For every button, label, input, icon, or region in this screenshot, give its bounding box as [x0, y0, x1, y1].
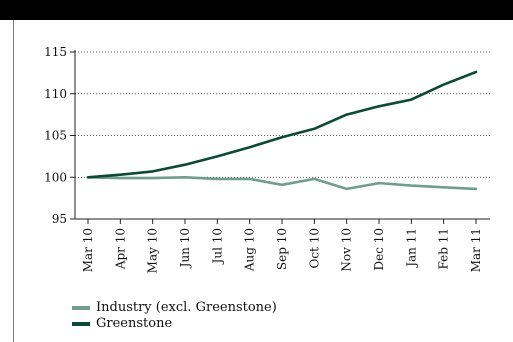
series-line-greenstone	[86, 70, 478, 179]
series-lines	[86, 70, 478, 191]
x-axis: Mar 10 Apr 10 May 10 Jun 10 Jul 10 Aug 10 Sep …	[75, 218, 490, 273]
x-tick-label: Apr 10	[113, 228, 127, 270]
y-tick-label: 100	[44, 170, 67, 184]
x-tick-label: Feb 11	[437, 228, 451, 270]
x-tick-label: Nov 10	[340, 228, 354, 272]
x-tick-label: Oct 10	[307, 228, 321, 268]
x-tick-label: Dec 10	[372, 228, 386, 271]
header-bar	[0, 0, 513, 20]
legend-item-greenstone: Greenstone	[72, 316, 277, 332]
legend-swatch-greenstone	[72, 322, 90, 326]
x-tick-label: Jun 10	[178, 228, 192, 269]
y-axis: 115 110 105 100 95	[44, 45, 76, 226]
y-tick-label: 95	[52, 212, 67, 226]
x-tick-label: Jul 10	[210, 228, 224, 265]
x-tick-label: Mar 11	[469, 228, 483, 272]
left-border	[13, 20, 14, 342]
legend-label-greenstone: Greenstone	[96, 316, 173, 331]
legend-item-industry: Industry (excl. Greenstone)	[72, 300, 277, 316]
x-tick-label: Jan 11	[404, 228, 418, 269]
legend-swatch-industry	[72, 306, 90, 310]
x-tick-label: Sep 10	[275, 228, 289, 270]
series-line-industry	[86, 176, 478, 191]
legend-label-industry: Industry (excl. Greenstone)	[96, 300, 277, 315]
y-tick-label: 110	[44, 87, 67, 101]
y-tick-label: 105	[44, 129, 67, 143]
x-tick-label: Mar 10	[81, 228, 95, 272]
x-tick-label: May 10	[146, 228, 160, 273]
gridlines	[75, 51, 490, 178]
x-tick-label: Aug 10	[243, 228, 257, 272]
legend: Industry (excl. Greenstone) Greenstone	[72, 300, 277, 332]
y-tick-label: 115	[44, 45, 67, 59]
